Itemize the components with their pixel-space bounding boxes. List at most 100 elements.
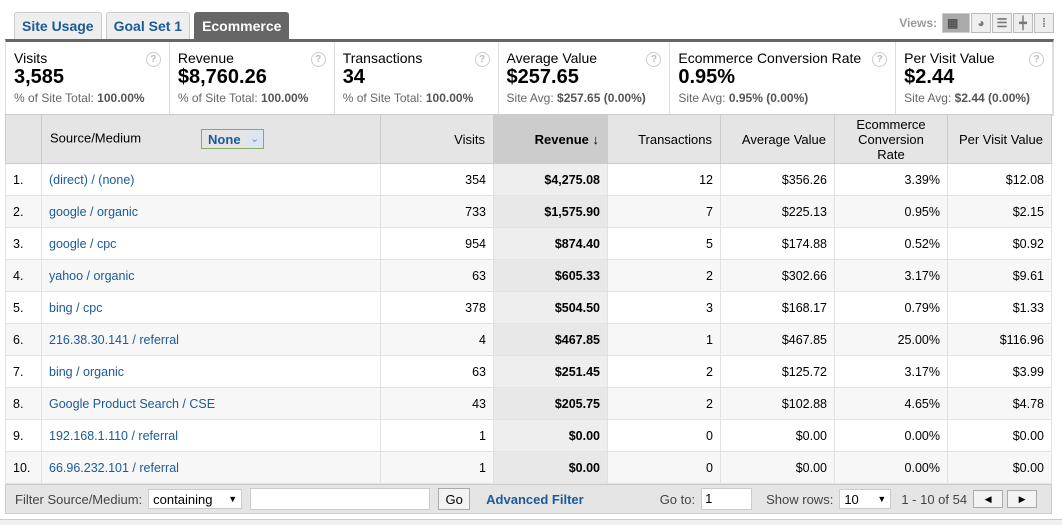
scorecard-value: $8,760.26: [177, 66, 267, 88]
scorecard-title: Ecommerce Conversion Rate: [678, 50, 862, 66]
scorecard-visits: Visits? 3,585 % of Site Total: 100.00%: [6, 42, 170, 116]
average-value-cell: $0.00: [720, 419, 835, 452]
source-medium-link[interactable]: bing / organic: [49, 364, 125, 379]
pie-view-icon[interactable]: ◕: [971, 13, 991, 33]
source-medium-header[interactable]: Source/Medium None ⌄: [41, 114, 381, 164]
conversion-rate-header[interactable]: Ecommerce Conversion Rate: [834, 114, 948, 164]
scorecard-sub-label: Site Avg:: [904, 91, 952, 105]
row-index-cell: 8.: [5, 387, 42, 420]
source-medium-cell: 216.38.30.141 / referral: [41, 323, 381, 356]
filter-input[interactable]: [250, 488, 431, 510]
table-row: 6. 216.38.30.141 / referral 4 $467.85 1 $467.…: [5, 323, 1052, 356]
source-medium-link[interactable]: bing / cpc: [49, 300, 103, 315]
go-button[interactable]: Go: [438, 488, 471, 510]
per-visit-value-cell: $2.15: [947, 195, 1052, 228]
scorecard-subtext: Site Avg: $2.44 (0.00%): [904, 91, 1044, 105]
per-visit-value-header[interactable]: Per Visit Value: [947, 114, 1052, 164]
row-index-cell: 7.: [5, 355, 42, 388]
conversion-rate-cell: 0.52%: [834, 227, 948, 260]
advanced-filter-link[interactable]: Advanced Filter: [486, 491, 584, 507]
visits-cell: 954: [380, 227, 494, 260]
source-medium-link[interactable]: google / organic: [49, 204, 138, 219]
average-value-cell: $302.66: [720, 259, 835, 292]
table-row: 3. google / cpc 954 $874.40 5 $174.88 0.52% $0.…: [5, 227, 1052, 260]
table-row: 9. 192.168.1.110 / referral 1 $0.00 0 $0.00 0.…: [5, 419, 1052, 452]
goto-input[interactable]: 1: [701, 488, 753, 510]
help-icon[interactable]: ?: [872, 52, 888, 67]
revenue-cell: $4,275.08: [493, 163, 608, 196]
average-value-cell: $356.26: [720, 163, 835, 196]
scorecard-sub-label: % of Site Total:: [14, 91, 94, 105]
scorecard-sub-value: 100.00%: [97, 91, 145, 105]
per-visit-value-cell: $12.08: [947, 163, 1052, 196]
average-value-cell: $467.85: [720, 323, 835, 356]
per-visit-value-cell: $0.92: [947, 227, 1052, 260]
average-value-cell: $125.72: [720, 355, 835, 388]
source-medium-cell: yahoo / organic: [41, 259, 381, 292]
source-medium-link[interactable]: yahoo / organic: [49, 268, 135, 283]
scorecard-sub-value: $257.65 (0.00%): [557, 91, 646, 105]
conversion-rate-cell: 0.95%: [834, 195, 948, 228]
show-rows-select[interactable]: 10 ▼: [839, 489, 892, 509]
table-view-icon[interactable]: ▦: [942, 13, 970, 33]
row-index-cell: 4.: [5, 259, 42, 292]
source-medium-link[interactable]: google / cpc: [49, 236, 117, 251]
visits-cell: 63: [380, 259, 494, 292]
per-visit-value-cell: $1.33: [947, 291, 1052, 324]
scorecard-title: Per Visit Value: [904, 50, 995, 66]
scorecard-sub-value: 100.00%: [261, 91, 309, 105]
source-medium-link[interactable]: 216.38.30.141 / referral: [49, 332, 179, 347]
bottom-divider: [0, 519, 1062, 525]
average-value-header[interactable]: Average Value: [720, 114, 835, 164]
table-row: 5. bing / cpc 378 $504.50 3 $168.17 0.79% $1.33: [5, 291, 1052, 324]
conversion-rate-cell: 4.65%: [834, 387, 948, 420]
scorecard-row: Visits? 3,585% of Site Total: 100.00% Reve…: [5, 39, 1054, 116]
conversion-rate-cell: 0.00%: [834, 451, 948, 484]
source-medium-link[interactable]: 66.96.232.101 / referral: [49, 460, 179, 475]
help-icon[interactable]: ?: [310, 52, 326, 67]
source-medium-link[interactable]: Google Product Search / CSE: [49, 396, 216, 411]
revenue-cell: $205.75: [493, 387, 608, 420]
revenue-cell: $874.40: [493, 227, 608, 260]
help-icon[interactable]: ?: [474, 52, 490, 67]
scorecard-value: 0.95%: [678, 66, 736, 88]
average-value-cell: $225.13: [720, 195, 835, 228]
revenue-header[interactable]: Revenue ↓: [493, 114, 608, 164]
conversion-rate-cell: 3.17%: [834, 259, 948, 292]
help-icon[interactable]: ?: [1029, 52, 1045, 67]
scorecard-title: Average Value: [506, 50, 598, 66]
scorecard-subtext: Site Avg: 0.95% (0.00%): [678, 91, 887, 105]
visits-header[interactable]: Visits: [380, 114, 494, 164]
help-icon[interactable]: ?: [646, 52, 662, 67]
comparison-view-icon[interactable]: ┿: [1013, 13, 1033, 33]
revenue-cell: $605.33: [493, 259, 608, 292]
transactions-cell: 2: [607, 387, 721, 420]
transactions-cell: 0: [607, 419, 721, 452]
scorecard-subtext: % of Site Total: 100.00%: [343, 91, 490, 105]
transactions-header[interactable]: Transactions: [607, 114, 721, 164]
transactions-cell: 1: [607, 323, 721, 356]
row-index-cell: 5.: [5, 291, 42, 324]
source-medium-cell: google / cpc: [41, 227, 381, 260]
source-medium-link[interactable]: (direct) / (none): [49, 172, 135, 187]
transactions-cell: 5: [607, 227, 721, 260]
scorecard-average-value: Average Value? $257.65 Site Avg: $257.65 (…: [499, 42, 671, 116]
pivot-view-icon[interactable]: ⁞: [1034, 13, 1054, 33]
revenue-cell: $0.00: [493, 451, 608, 484]
sort-down-arrow-icon: ↓: [592, 131, 600, 147]
source-medium-link[interactable]: 192.168.1.110 / referral: [49, 428, 179, 443]
tab-ecommerce[interactable]: Ecommerce: [194, 12, 290, 39]
table-row: 2. google / organic 733 $1,575.90 7 $225.13 0.…: [5, 195, 1052, 228]
next-page-button[interactable]: ▶: [1007, 490, 1038, 508]
prev-page-button[interactable]: ◀: [973, 490, 1004, 508]
tab-goal-set-1[interactable]: Goal Set 1: [105, 12, 191, 39]
views-label: Views:: [899, 16, 937, 30]
segment-dropdown[interactable]: None ⌄: [201, 129, 264, 149]
help-icon[interactable]: ?: [145, 52, 161, 67]
scorecard-sub-label: Site Avg:: [506, 91, 554, 105]
bar-view-icon[interactable]: ☰: [992, 13, 1012, 33]
filter-mode-select[interactable]: containing ▼: [148, 489, 243, 509]
scorecard-subtext: % of Site Total: 100.00%: [178, 91, 326, 105]
per-visit-value-cell: $4.78: [947, 387, 1052, 420]
tab-site-usage[interactable]: Site Usage: [14, 12, 102, 39]
